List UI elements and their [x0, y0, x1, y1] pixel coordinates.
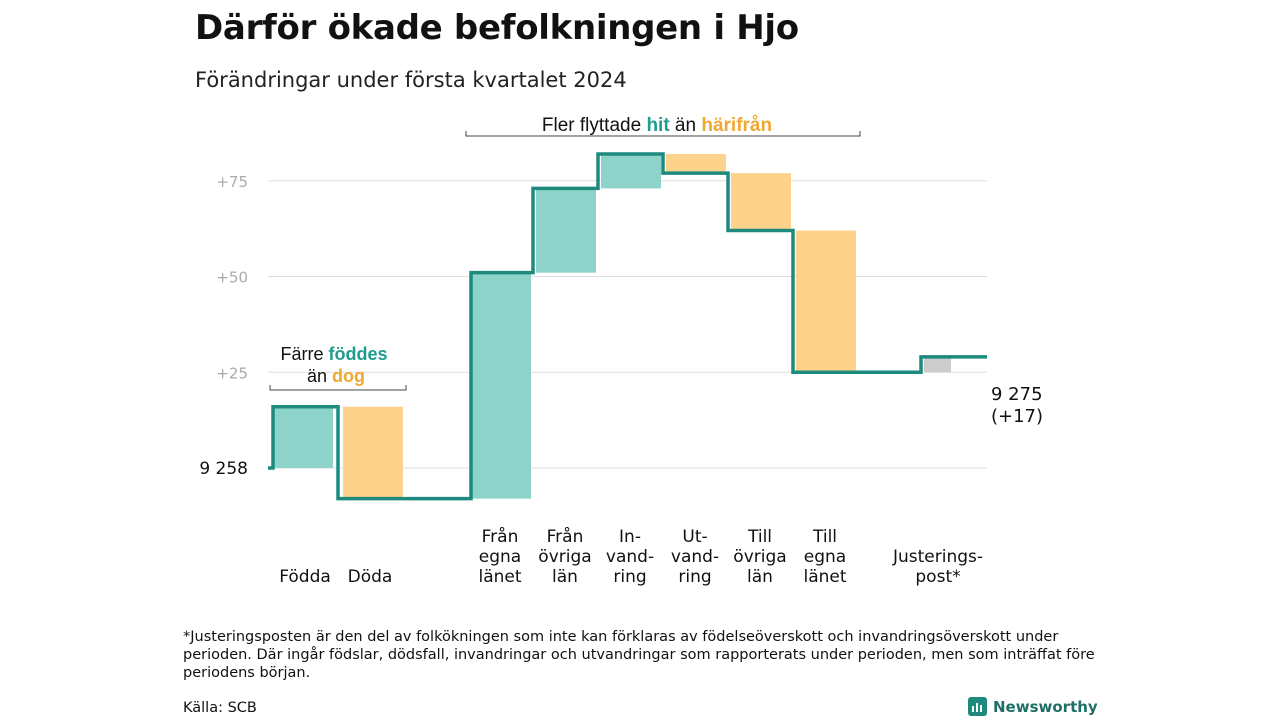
- category-label: Ut-: [682, 527, 707, 547]
- category-label: län: [552, 567, 578, 587]
- bar-2: [471, 272, 531, 499]
- births-annotation-line2: än dog: [307, 366, 365, 386]
- y-tick-label: +50: [216, 269, 248, 287]
- category-label: Födda: [279, 567, 331, 587]
- category-label: post*: [915, 567, 960, 587]
- category-label: Från: [482, 526, 519, 547]
- bar-3: [536, 188, 596, 273]
- category-label: län: [747, 567, 773, 587]
- category-label: ring: [613, 567, 646, 587]
- bar-1: [343, 406, 403, 499]
- end-value-label: 9 275: [991, 384, 1043, 405]
- bar-5: [666, 153, 726, 174]
- category-label: Från: [547, 526, 584, 547]
- category-label: övriga: [733, 547, 786, 567]
- brand-logo: Newsworthy: [968, 697, 1098, 716]
- bar-6: [731, 173, 791, 231]
- migration-annotation: Fler flyttade hit än härifrån: [542, 115, 772, 136]
- category-label: Till: [747, 527, 772, 547]
- brand-name: Newsworthy: [993, 697, 1098, 716]
- births-annotation-line1: Färre föddes: [280, 344, 387, 364]
- cumulative-step-line: [268, 152, 987, 501]
- brand-logo-icon: [968, 697, 987, 716]
- page-subtitle: Förändringar under första kvartalet 2024: [195, 68, 627, 92]
- category-label: övriga: [538, 547, 591, 567]
- y-tick-label: +25: [216, 364, 248, 382]
- footnote: *Justeringsposten är den del av folkökni…: [183, 629, 1095, 681]
- bar-7: [796, 230, 856, 373]
- category-label: egna: [479, 547, 521, 567]
- category-label: ring: [678, 567, 711, 587]
- bar-0: [273, 406, 333, 468]
- category-label: In-: [619, 527, 641, 547]
- category-label: vand-: [606, 547, 654, 567]
- y-tick-label: +75: [216, 173, 248, 191]
- category-label: länet: [803, 567, 846, 587]
- source-label: Källa: SCB: [183, 700, 257, 716]
- births-annotation-bracket: [269, 385, 407, 391]
- category-label: vand-: [671, 547, 719, 567]
- category-label: länet: [478, 567, 521, 587]
- category-label: egna: [804, 547, 846, 567]
- end-change-label: (+17): [991, 406, 1043, 427]
- category-label: Till: [812, 527, 837, 547]
- bar-4: [601, 153, 661, 189]
- category-label: Justerings-: [892, 547, 983, 567]
- migration-annotation-bracket: [465, 131, 861, 137]
- start-value-label: 9 258: [199, 459, 248, 479]
- category-label: Döda: [348, 567, 393, 587]
- page-title: Därför ökade befolkningen i Hjo: [195, 8, 799, 48]
- bar-8: [924, 356, 951, 373]
